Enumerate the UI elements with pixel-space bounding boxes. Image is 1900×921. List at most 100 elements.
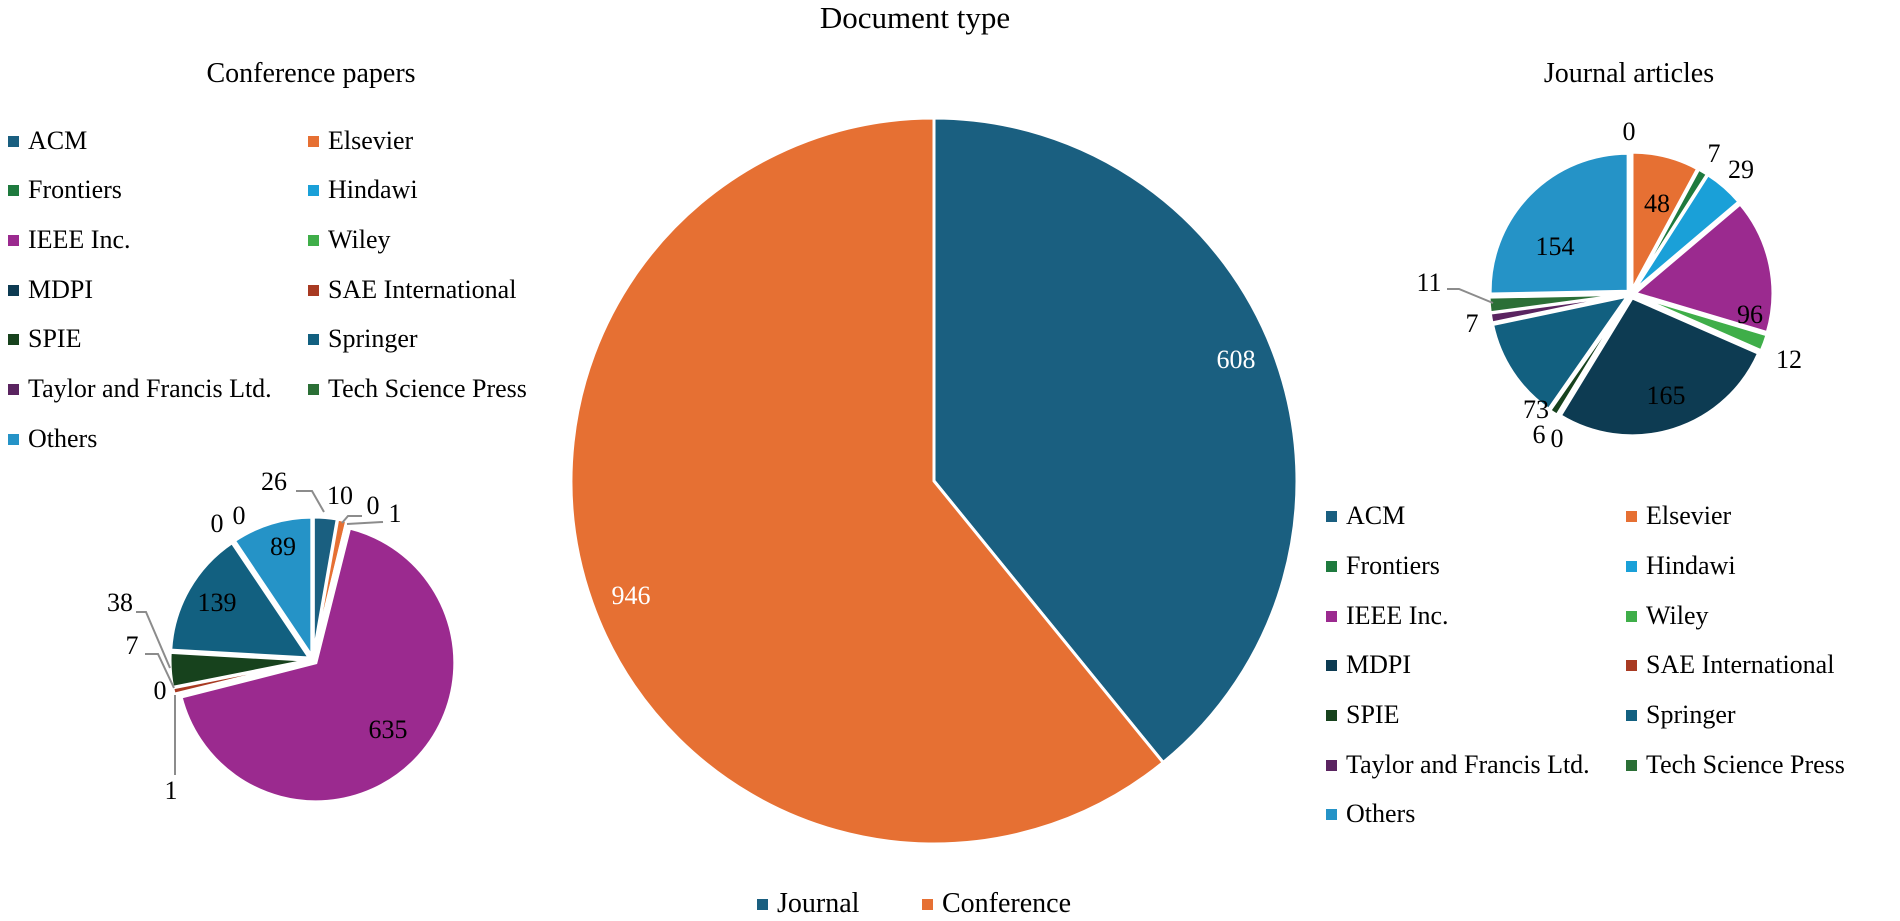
legend-label: Journal [777,888,860,919]
data-label: 635 [369,715,408,744]
legend-swatch-icon [308,383,319,395]
legend-swatch-icon [922,898,933,910]
pie-slice-conference [569,116,1166,846]
pie-slice-springer [169,540,313,660]
pie-slice-ieee-inc- [179,526,457,804]
legend-swatch-icon [1626,709,1637,721]
legend-item-hindawi: Hindawi [308,175,418,205]
data-label: 7 [1466,309,1479,338]
legend-swatch-icon [1326,759,1337,771]
document-type-pie [569,116,1299,846]
legend-item-elsevier: Elsevier [1626,501,1731,531]
legend-item-mdpi: MDPI [1326,650,1411,680]
legend-label: MDPI [1346,650,1412,679]
conference-chart-title: Conference papers [206,58,416,89]
legend-swatch-icon [8,333,19,345]
legend-swatch-icon [1326,560,1337,572]
legend-swatch-icon [1326,709,1337,721]
conference-papers-pie [168,515,457,804]
legend-label: Hindawi [328,175,418,204]
legend-label: IEEE Inc. [28,225,131,254]
journal-articles-pie [1487,150,1775,438]
data-label: 154 [1536,232,1575,261]
legend-swatch-icon [8,284,19,296]
legend-swatch-icon [308,135,319,147]
data-label: 7 [126,631,139,660]
legend-item-springer: Springer [1626,700,1736,730]
legend-swatch-icon [8,184,19,196]
data-label: 608 [1217,345,1256,374]
pie-slice-wiley [1634,293,1769,353]
data-label: 26 [261,467,287,496]
data-label: 139 [198,588,237,617]
pie-slice-mdpi [1558,295,1761,438]
legend-item-wiley: Wiley [308,225,391,255]
legend-label: Conference [942,888,1072,919]
legend-label: Taylor and Francis Ltd. [1346,750,1590,779]
legend-item-conference: Conference [922,889,1071,919]
data-label: 946 [612,581,651,610]
legend-swatch-icon [8,135,19,147]
legend-item-springer: Springer [308,324,418,354]
legend-item-others: Others [8,424,97,454]
pie-slice-springer [1490,293,1632,412]
data-label: 1 [389,499,402,528]
legend-label: Frontiers [1346,551,1440,580]
pie-slice-hindawi [1632,172,1742,293]
legend-swatch-icon [1626,659,1637,671]
data-label: 11 [1416,268,1441,297]
data-label: 6 [1533,420,1546,449]
legend-swatch-icon [1326,510,1337,522]
data-label: 89 [270,532,296,561]
legend-item-elsevier: Elsevier [308,126,413,156]
legend-label: SAE International [328,275,517,304]
data-label: 7 [1708,139,1721,168]
legend-label: Wiley [1646,601,1709,630]
legend-item-tech-science-press: Tech Science Press [308,374,527,404]
legend-swatch-icon [1326,808,1337,820]
legend-item-journal: Journal [757,889,859,919]
data-label: 10 [327,481,353,510]
legend-item-others: Others [1326,799,1415,829]
data-label: 12 [1776,345,1802,374]
legend-item-spie: SPIE [1326,700,1399,730]
pie-slice-hindawi [312,519,350,657]
data-label: 1 [165,776,178,805]
data-label: 29 [1728,155,1754,184]
legend-swatch-icon [8,383,19,395]
legend-item-acm: ACM [8,126,87,156]
legend-item-acm: ACM [1326,501,1405,531]
legend-item-hindawi: Hindawi [1626,551,1736,581]
legend-item-wiley: Wiley [1626,601,1709,631]
legend-item-ieee-inc-: IEEE Inc. [1326,601,1449,631]
legend-label: SAE International [1646,650,1835,679]
legend-label: ACM [1346,501,1406,530]
pie-slice-tech-science-press [1487,292,1628,315]
legend-label: IEEE Inc. [1346,601,1449,630]
legend-swatch-icon [1626,560,1637,572]
legend-label: Others [28,424,98,453]
legend-item-sae-international: SAE International [308,275,516,305]
legend-label: ACM [28,126,88,155]
pie-slice-journal [932,116,1299,765]
legend-swatch-icon [8,234,19,246]
data-label: 165 [1647,381,1686,410]
legend-swatch-icon [8,433,19,445]
legend-item-taylor-and-francis-ltd-: Taylor and Francis Ltd. [1326,750,1590,780]
pie-slice-others [232,515,314,662]
legend-label: Elsevier [328,126,414,155]
legend-label: Frontiers [28,175,122,204]
legend-label: SPIE [1346,700,1400,729]
legend-item-sae-international: SAE International [1626,650,1834,680]
legend-item-frontiers: Frontiers [8,175,122,205]
legend-swatch-icon [1626,759,1637,771]
data-label: 0 [233,501,246,530]
data-label: 0 [1623,117,1636,146]
pie-slice-ieee-inc- [1631,201,1775,335]
legend-swatch-icon [1626,610,1637,622]
data-label: 48 [1644,189,1670,218]
legend-label: Springer [328,324,418,353]
legend-item-frontiers: Frontiers [1326,551,1440,581]
